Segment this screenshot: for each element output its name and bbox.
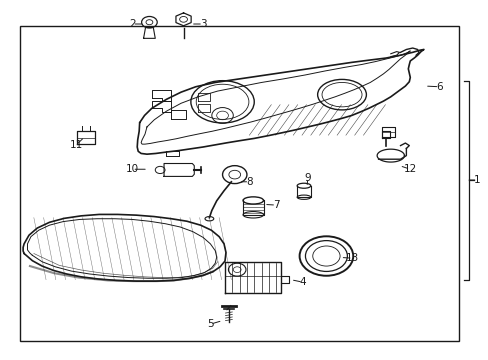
Text: 5: 5 (206, 319, 213, 329)
Text: 3: 3 (199, 19, 206, 29)
Text: 9: 9 (304, 173, 310, 183)
Text: 7: 7 (272, 200, 279, 210)
Text: 1: 1 (473, 175, 480, 185)
Text: 6: 6 (435, 82, 442, 92)
Text: 10: 10 (125, 164, 139, 174)
Text: 12: 12 (403, 164, 416, 174)
Text: 2: 2 (129, 19, 135, 29)
Text: 11: 11 (69, 140, 83, 150)
Text: 13: 13 (346, 253, 359, 263)
Text: 8: 8 (245, 177, 252, 187)
Bar (20, 26, 458, 341)
Text: 4: 4 (299, 277, 305, 287)
